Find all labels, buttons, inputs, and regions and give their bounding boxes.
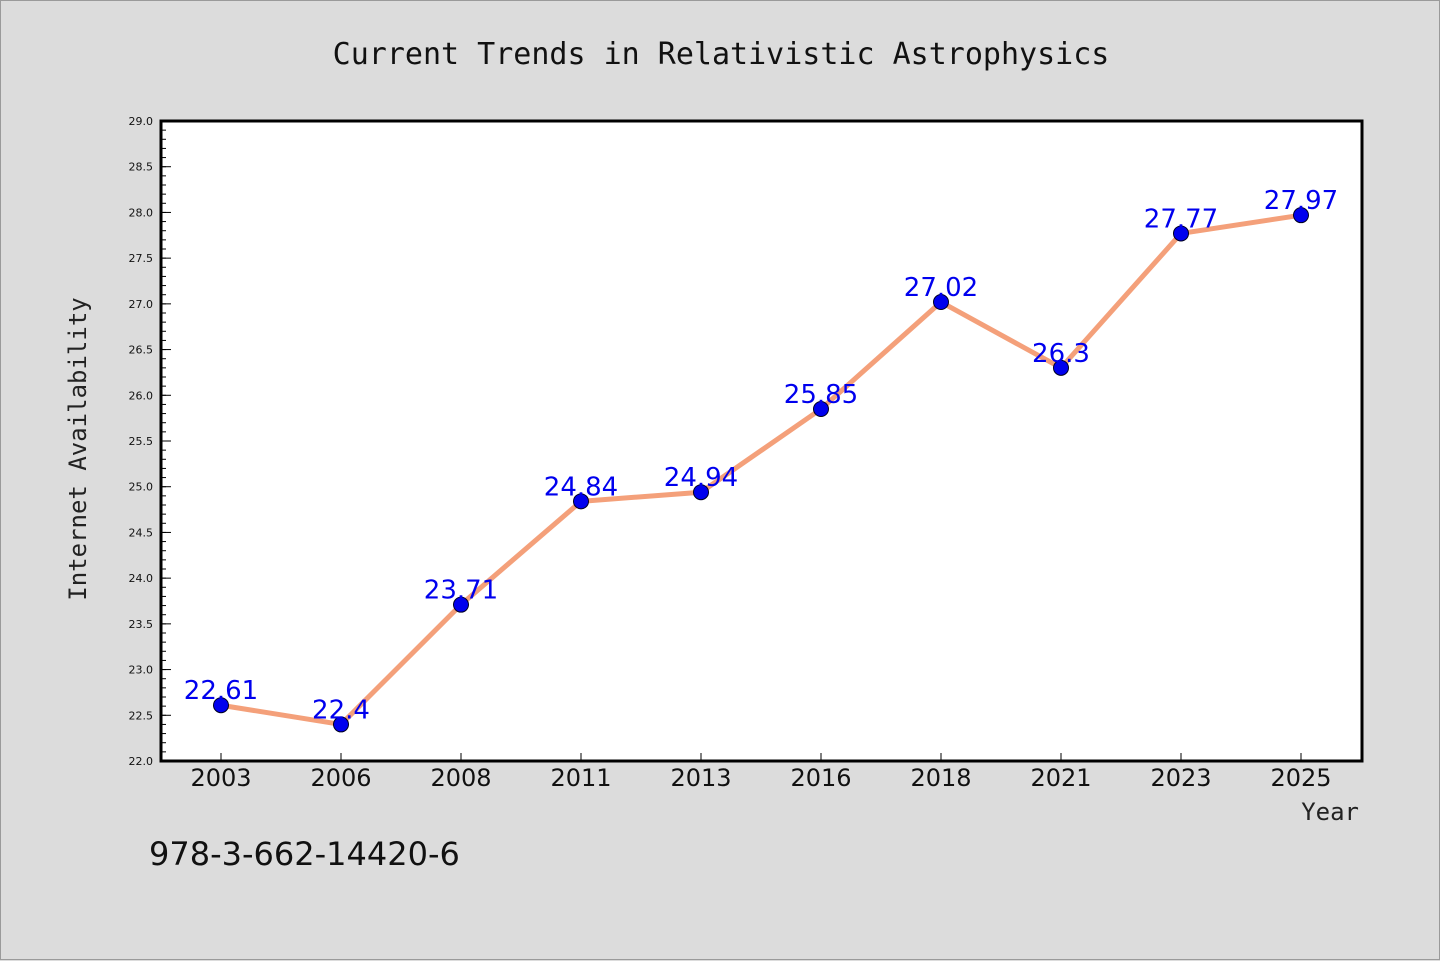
y-axis-ticks: 22.0 22.5 23.0 23.5 24.0 24.5 25.0 25.5 26.0 26.5… [129,115,171,768]
x-axis-ticks: 2003 2006 2008 2011 2013 2016 2018 2021 2023 2025 [190,753,1332,792]
data-point [693,484,709,501]
y-tick-label: 28.5 [129,161,154,174]
x-tick-label: 2013 [670,764,731,792]
data-point [1173,225,1189,242]
plot-area [159,119,1364,763]
chart-title: Current Trends in Relativistic Astrophys… [333,37,1110,72]
data-point [333,716,349,733]
data-label: 26.3 [1032,339,1090,369]
x-tick-label: 2021 [1030,764,1091,792]
x-tick-label: 2025 [1270,764,1331,792]
data-point [933,294,949,311]
x-axis-label: Year [1301,798,1359,826]
data-label: 27.77 [1144,204,1218,234]
series-data-labels: 22.61 22.4 23.71 24.84 24.94 25.85 27.02 26.3 27… [184,186,1338,725]
y-tick-label: 27.5 [129,252,154,265]
y-tick-label: 26.5 [129,344,154,357]
series-line [220,212,1302,727]
y-tick-label: 25.5 [129,435,154,448]
x-tick-label: 2008 [430,764,491,792]
x-tick-label: 2016 [790,764,851,792]
x-tick-label: 2023 [1150,764,1211,792]
data-label: 27.02 [904,273,978,303]
data-point [813,401,829,417]
x-tick-label: 2006 [310,764,371,792]
y-tick-label: 22.5 [129,709,154,722]
y-tick-label: 26.0 [129,389,154,402]
data-label: 25.85 [784,380,858,410]
y-axis-label: Internet Availability [64,297,92,600]
y-tick-label: 24.5 [129,526,154,539]
data-label: 22.61 [184,676,258,706]
y-tick-label: 27.0 [129,298,154,311]
data-point [213,697,229,714]
y-tick-label: 25.0 [129,481,154,494]
series-markers [213,207,1309,733]
data-label: 27.97 [1264,186,1338,216]
y-tick-label: 22.0 [129,755,154,768]
x-tick-label: 2003 [190,764,251,792]
x-tick-label: 2018 [910,764,971,792]
y-tick-label: 24.0 [129,572,154,585]
y-tick-label: 29.0 [129,115,154,128]
data-label: 24.94 [664,463,738,493]
isbn-text: 978-3-662-14420-6 [149,835,460,873]
data-point [1053,359,1069,376]
data-point [573,493,589,510]
x-tick-label: 2011 [550,764,611,792]
data-label: 23.71 [424,576,498,606]
data-label: 24.84 [544,472,618,502]
data-point [453,596,469,613]
data-point [1293,207,1309,224]
y-tick-label: 23.0 [129,664,154,677]
y-tick-label: 28.0 [129,206,154,219]
y-tick-label: 23.5 [129,618,154,631]
data-label: 22.4 [312,695,370,725]
